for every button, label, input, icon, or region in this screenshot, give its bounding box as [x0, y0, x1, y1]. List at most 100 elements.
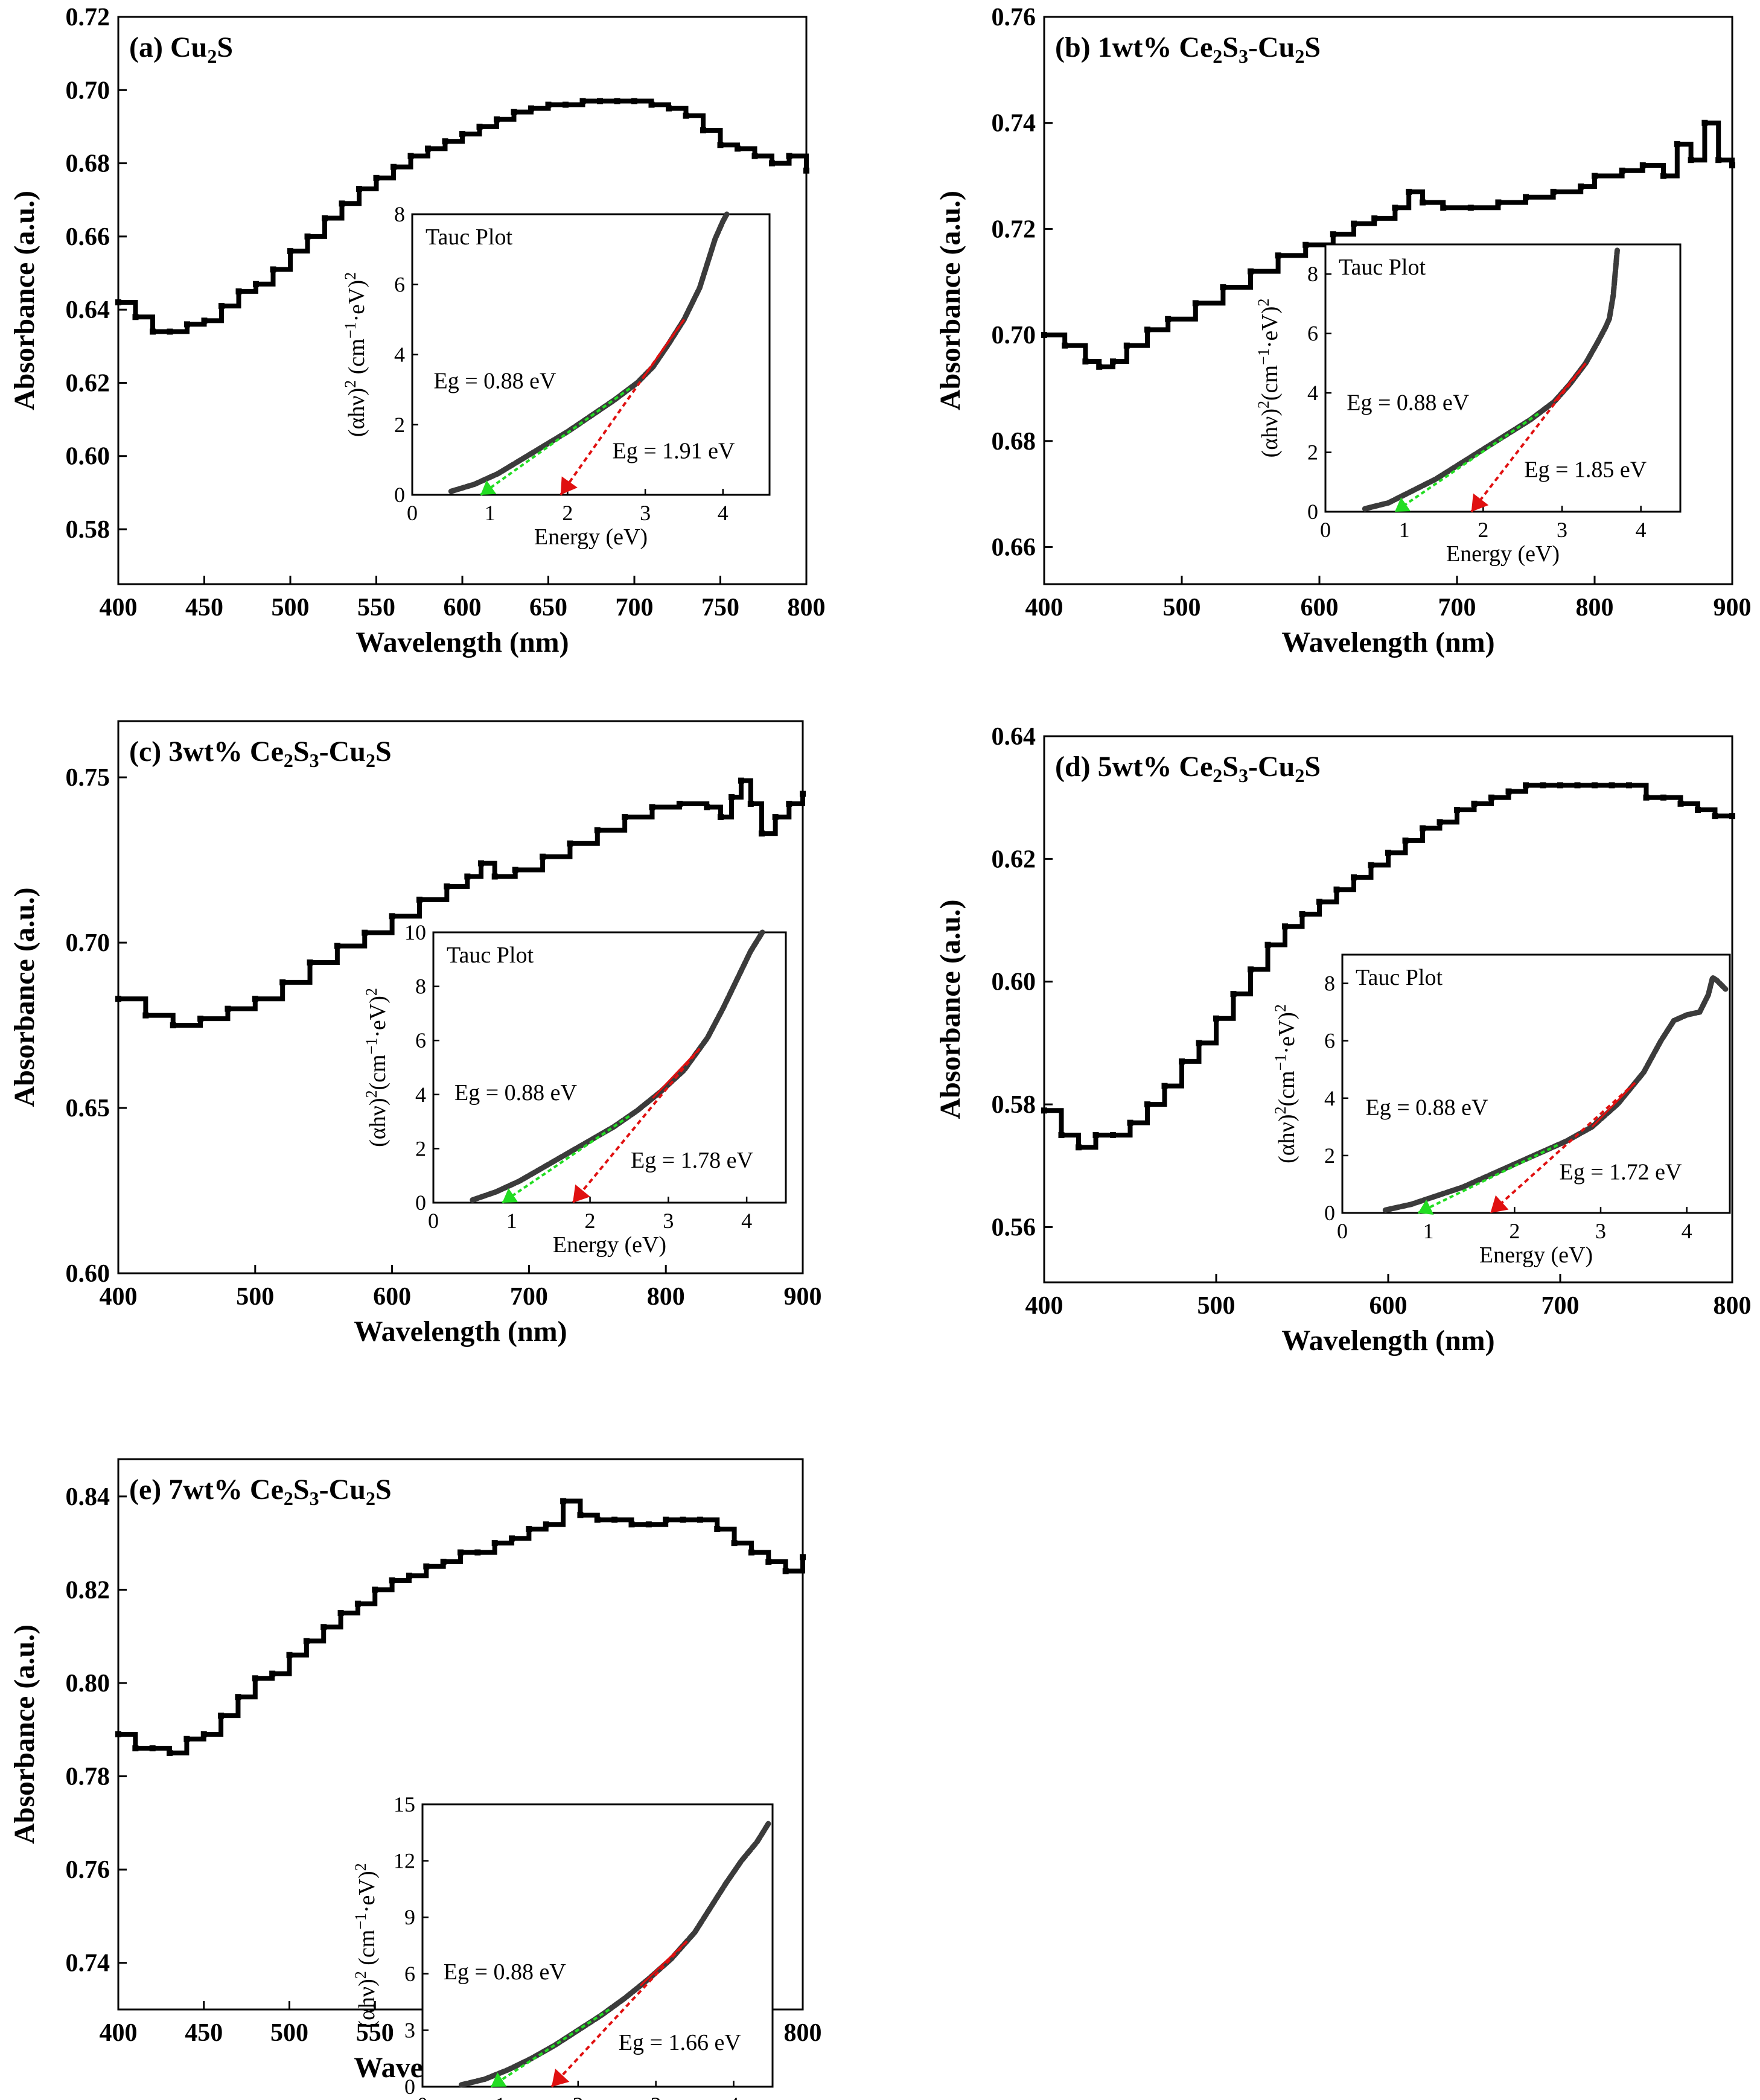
data-point: [150, 328, 156, 335]
y-tick-label: 0.60: [66, 1260, 110, 1288]
data-point: [1574, 782, 1581, 789]
data-point: [594, 1516, 601, 1523]
data-point: [649, 804, 655, 810]
data-point: [235, 1694, 241, 1701]
x-tick-label: 400: [1025, 594, 1063, 622]
data-point: [303, 1638, 310, 1644]
inset-y-tick-label: 4: [415, 1083, 426, 1107]
data-point: [1467, 205, 1474, 211]
inset-x-tick-label: 3: [1595, 1219, 1606, 1243]
eg-green-label: Eg = 0.88 eV: [1366, 1095, 1489, 1120]
x-axis-label: Wavelength (nm): [1281, 1325, 1494, 1357]
data-point: [1688, 157, 1694, 164]
eg-red-label: Eg = 1.66 eV: [619, 2030, 742, 2055]
data-point: [494, 116, 500, 122]
title-text: S: [217, 31, 233, 63]
x-axis-label: Wavelength (nm): [354, 1316, 567, 1348]
eg-red-label: Eg = 1.85 eV: [1524, 457, 1647, 482]
data-point: [765, 1559, 772, 1565]
inset-y-tick-label: 2: [394, 413, 405, 437]
data-point: [512, 867, 518, 873]
title-text: S: [375, 1474, 392, 1506]
data-point: [444, 883, 450, 889]
data-point: [1677, 800, 1684, 807]
plot-frame: [1043, 16, 1733, 585]
data-point: [442, 138, 448, 145]
title-subscript: 2: [1295, 45, 1304, 67]
data-point: [700, 127, 706, 133]
inset-y-tick-label: 6: [404, 1962, 415, 1986]
data-point: [747, 800, 754, 807]
title-subscript: 3: [1239, 45, 1248, 67]
x-tick-label: 450: [185, 594, 223, 622]
x-tick-label: 750: [701, 594, 739, 622]
panel-title: (b) 1wt% Ce2S3-Cu2S: [1055, 31, 1321, 67]
tauc-plot-label: Tauc Plot: [1339, 255, 1426, 280]
inset-frame: [1341, 953, 1731, 1214]
y-axis-label: Absorbance (a.u.): [934, 899, 966, 1119]
title-subscript: 2: [366, 749, 375, 771]
data-point: [142, 1012, 149, 1019]
title-subscript: 3: [310, 749, 319, 771]
data-point: [235, 288, 242, 294]
data-point: [1695, 807, 1701, 813]
red-arrow-head: [1490, 1195, 1509, 1213]
inset-x-tick-label: 3: [663, 1209, 674, 1233]
tauc-curve: [458, 1820, 772, 2088]
x-tick-label: 500: [236, 1283, 274, 1311]
data-point: [717, 813, 724, 820]
tauc-plot-label: Tauc Plot: [447, 943, 534, 968]
title-text: Ce: [250, 736, 284, 768]
green-fit-line: [480, 387, 631, 496]
data-point: [478, 860, 485, 867]
data-point: [1264, 941, 1271, 948]
panel-title: (c) 3wt% Ce2S3-Cu2S: [129, 736, 392, 771]
inset-x-tick-label: 0: [417, 2093, 428, 2100]
data-point: [1639, 162, 1646, 168]
inset-y-label-superscript: 2: [342, 272, 359, 280]
data-point: [115, 996, 121, 1002]
eg-green-label: Eg = 0.88 eV: [454, 1080, 578, 1106]
inset-y-label-superscript: −1: [363, 1038, 380, 1055]
title-text: Ce: [250, 1474, 284, 1506]
data-point: [1299, 911, 1306, 917]
panel-title: (a) Cu2S: [129, 31, 233, 67]
data-point: [1213, 1015, 1219, 1022]
eg-green-label: Eg = 0.88 eV: [1347, 390, 1470, 416]
absorbance-series-line: [118, 98, 809, 334]
data-point: [1351, 874, 1357, 880]
y-tick-label: 0.58: [992, 1091, 1036, 1119]
inset-x-tick-label: 2: [562, 501, 573, 525]
y-tick-label: 0.74: [66, 1950, 110, 1978]
inset-y-label-text: ·eV): [1274, 1012, 1299, 1054]
y-tick-label: 0.70: [66, 929, 110, 957]
data-point: [1275, 252, 1281, 259]
x-tick-label: 800: [647, 1283, 685, 1311]
data-point: [1540, 782, 1546, 789]
data-point: [1333, 886, 1340, 893]
data-point: [1471, 800, 1478, 807]
inset-y-tick-label: 6: [1307, 322, 1318, 346]
data-point: [218, 303, 225, 310]
y-tick-label: 0.56: [992, 1214, 1036, 1241]
y-axis-label: Absorbance (a.u.): [8, 1624, 40, 1844]
panel-d: 400 500 600 700 8000.560.580.600.620.64Wavel…: [934, 723, 1752, 1357]
data-point: [735, 145, 741, 152]
absorbance-series-line: [1044, 120, 1735, 369]
title-text: -Cu: [1248, 751, 1295, 783]
absorbance-series-line: [118, 778, 805, 1028]
data-point: [1715, 157, 1722, 164]
x-tick-label: 400: [1025, 1292, 1063, 1320]
inset-y-axis-label: (αhν)2(cm−1·eV)2: [363, 988, 391, 1147]
inset-y-axis-label: (αhν)2(cm−1·eV)2: [1272, 1004, 1299, 1163]
inset-y-label-superscript: 2: [1255, 299, 1272, 307]
y-tick-label: 0.64: [66, 296, 110, 324]
panel-title: (d) 5wt% Ce2S3-Cu2S: [1055, 751, 1321, 786]
data-point: [197, 1016, 204, 1022]
data-point: [1660, 794, 1666, 801]
data-point: [772, 813, 779, 820]
data-point: [304, 233, 311, 240]
eg-green-label: Eg = 0.88 eV: [434, 368, 557, 393]
